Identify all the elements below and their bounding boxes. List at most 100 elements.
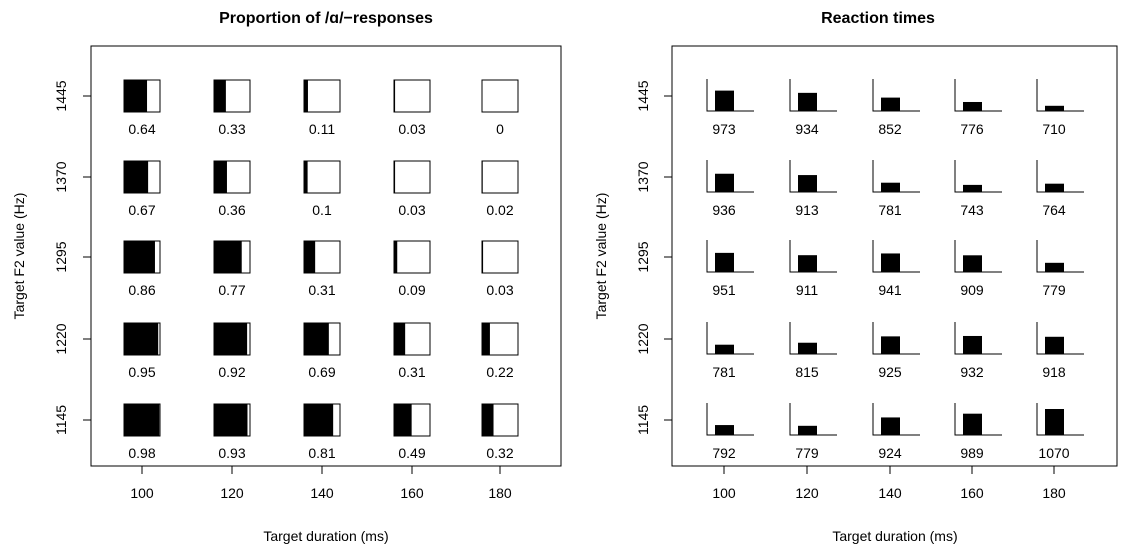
proportion-fill-bar <box>482 323 490 355</box>
rt-axes-frame <box>706 160 754 193</box>
proportion-box <box>303 240 341 274</box>
proportion-fill-bar <box>304 241 316 273</box>
rt-value-label: 989 <box>960 445 984 461</box>
proportion-box <box>481 160 519 194</box>
reaction-plot-frame <box>671 45 1118 467</box>
rt-axes-frame <box>706 240 754 273</box>
rt-value-label: 909 <box>960 282 984 298</box>
proportion-box <box>393 240 431 274</box>
proportion-box <box>393 160 431 194</box>
rt-bar <box>963 255 982 272</box>
rt-bar <box>881 336 900 354</box>
proportion-fill-bar <box>124 80 148 112</box>
proportion-fill-bar <box>394 80 396 112</box>
reaction-chart-title: Reaction times <box>821 10 935 27</box>
proportion-box <box>123 79 161 113</box>
proportion-fill-bar <box>304 404 334 436</box>
rt-bar <box>1045 336 1064 354</box>
y-tick-label: 1370 <box>53 161 69 192</box>
rt-bar <box>963 413 982 435</box>
rt-value-label: 815 <box>795 364 819 380</box>
rt-value-label: 936 <box>712 202 736 218</box>
rt-bar <box>881 97 900 111</box>
rt-bar <box>798 425 817 435</box>
proportion-box <box>393 403 431 437</box>
proportion-box <box>303 403 341 437</box>
proportion-fill-bar <box>394 241 398 273</box>
proportion-box <box>303 160 341 194</box>
rt-value-label: 792 <box>712 445 736 461</box>
proportion-plot-frame <box>90 45 562 467</box>
rt-axes-frame <box>954 240 1002 273</box>
proportion-value-label: 0.03 <box>398 202 425 218</box>
rt-bar <box>881 417 900 435</box>
proportion-value-label: 0.64 <box>128 121 155 137</box>
rt-bar <box>1045 409 1064 435</box>
rt-bar <box>963 335 982 354</box>
reaction-axis-ticks: 100 120 140 160 180 1445 1370 1295 1220 1145 <box>635 80 1066 501</box>
rt-value-label: 932 <box>960 364 984 380</box>
proportion-box <box>481 403 519 437</box>
x-tick-label: 160 <box>400 485 424 501</box>
proportion-fill-bar <box>124 241 155 273</box>
y-tick-label: 1220 <box>53 323 69 354</box>
proportion-x-axis-label: Target duration (ms) <box>263 528 388 544</box>
proportion-value-label: 0 <box>496 121 504 137</box>
proportion-box <box>123 240 161 274</box>
y-tick-label: 1220 <box>635 323 651 354</box>
x-tick-label: 120 <box>795 485 819 501</box>
proportion-fill-bar <box>304 323 329 355</box>
x-tick-label: 160 <box>960 485 984 501</box>
proportion-value-label: 0.81 <box>308 445 335 461</box>
proportion-y-axis-label: Target F2 value (Hz) <box>11 193 27 320</box>
rt-bar <box>1045 183 1064 192</box>
proportion-fill-bar <box>482 241 484 273</box>
proportion-box <box>213 240 251 274</box>
y-tick-label: 1370 <box>635 161 651 192</box>
rt-value-label: 781 <box>878 202 902 218</box>
rt-value-label: 779 <box>1042 282 1066 298</box>
rt-value-label: 779 <box>795 445 819 461</box>
rt-axes-frame <box>872 160 920 193</box>
rt-axes-frame <box>872 322 920 355</box>
proportion-box <box>481 240 519 274</box>
rt-value-label: 1070 <box>1038 445 1069 461</box>
proportion-box <box>303 79 341 113</box>
proportion-value-label: 0.67 <box>128 202 155 218</box>
proportion-fill-bar <box>214 241 242 273</box>
proportion-box <box>123 160 161 194</box>
proportion-value-label: 0.02 <box>486 202 513 218</box>
rt-value-label: 925 <box>878 364 902 380</box>
rt-bar <box>1045 262 1064 272</box>
proportion-value-label: 0.09 <box>398 282 425 298</box>
rt-value-label: 911 <box>796 282 819 298</box>
proportion-value-label: 0.33 <box>218 121 245 137</box>
proportion-box <box>213 403 251 437</box>
rt-bar <box>1045 105 1064 111</box>
rt-bar <box>963 101 982 111</box>
y-tick-label: 1145 <box>635 405 651 435</box>
rt-value-label: 743 <box>960 202 984 218</box>
proportion-chart-title: Proportion of /ɑ/−responses <box>219 10 433 27</box>
rt-bar <box>881 253 900 272</box>
proportion-fill-bar <box>214 404 248 436</box>
proportion-value-label: 0.92 <box>218 364 245 380</box>
proportion-value-label: 0.03 <box>398 121 425 137</box>
proportion-box <box>213 322 251 356</box>
rt-bar <box>715 344 734 354</box>
y-tick-label: 1445 <box>635 80 651 111</box>
rt-bar <box>963 184 982 192</box>
rt-bar <box>798 255 817 272</box>
proportion-value-label: 0.32 <box>486 445 513 461</box>
proportion-fill-bar <box>214 323 248 355</box>
proportion-value-label: 0.86 <box>128 282 155 298</box>
proportion-value-label: 0.11 <box>309 121 335 137</box>
rt-value-label: 781 <box>712 364 736 380</box>
proportion-value-label: 0.36 <box>218 202 245 218</box>
rt-value-label: 764 <box>1042 202 1066 218</box>
proportion-box <box>213 160 251 194</box>
rt-value-label: 776 <box>960 121 984 137</box>
rt-axes-frame <box>789 240 837 273</box>
rt-bar <box>798 175 817 192</box>
